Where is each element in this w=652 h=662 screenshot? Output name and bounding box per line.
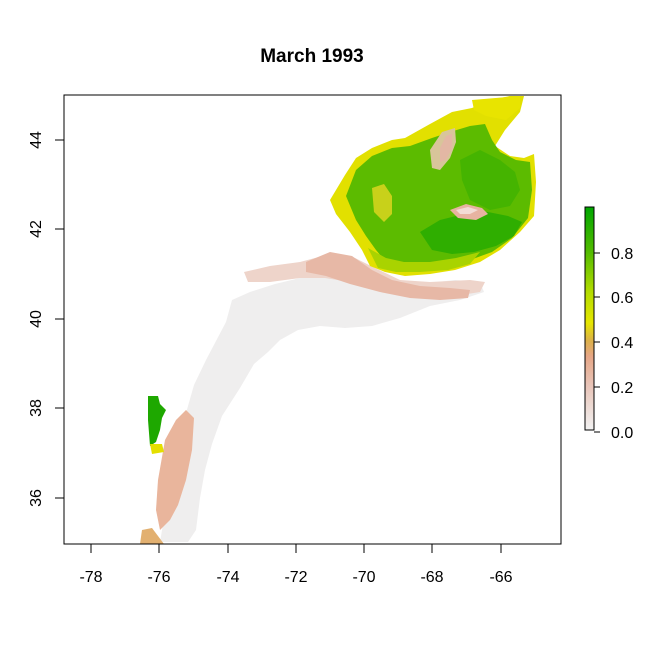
region-chesapeake-mouth <box>150 444 164 454</box>
region-midatlantic-shelf <box>160 276 484 542</box>
region-nantucket-shoals <box>306 252 470 300</box>
colorbar-tick-label: 0.0 <box>611 425 633 442</box>
x-tick-label: -72 <box>284 569 307 586</box>
x-tick-label: -74 <box>216 569 239 586</box>
y-tick-label: 38 <box>28 399 45 417</box>
colorbar-tick-label: 0.2 <box>611 380 633 397</box>
colorbar: 0.0 0.2 0.4 0.6 0.8 <box>584 206 633 442</box>
chart-title: March 1993 <box>260 46 364 67</box>
region-georges-bank <box>420 212 522 254</box>
region-bay-of-fundy-mouth <box>472 96 520 120</box>
x-axis: -78 -76 -74 -72 -70 -68 -66 <box>79 543 513 586</box>
region-southern-gulf-edge <box>368 248 480 272</box>
y-axis: 36 38 40 42 44 <box>28 131 65 507</box>
y-tick-label: 44 <box>28 131 45 149</box>
x-tick-label: -68 <box>420 569 443 586</box>
y-tick-label: 42 <box>28 220 45 238</box>
map-raster <box>140 96 536 544</box>
region-chesapeake-bay <box>148 396 166 446</box>
colorbar-tick-label: 0.6 <box>611 290 633 307</box>
colorbar-gradient <box>584 206 595 431</box>
region-wilkinson-basin <box>440 134 452 162</box>
y-tick-label: 40 <box>28 310 45 328</box>
y-tick-label: 36 <box>28 489 45 507</box>
x-tick-label: -78 <box>79 569 102 586</box>
x-tick-label: -76 <box>147 569 170 586</box>
x-tick-label: -66 <box>489 569 512 586</box>
colorbar-tick-label: 0.8 <box>611 246 633 263</box>
x-tick-label: -70 <box>352 569 375 586</box>
region-hatteras-coast <box>156 410 194 530</box>
region-central-gulf <box>460 150 520 210</box>
region-western-gulf <box>372 184 392 222</box>
region-bay-of-fundy-center <box>456 207 478 214</box>
colorbar-tick-label: 0.4 <box>611 335 633 352</box>
region-hatteras-tip <box>140 528 164 544</box>
